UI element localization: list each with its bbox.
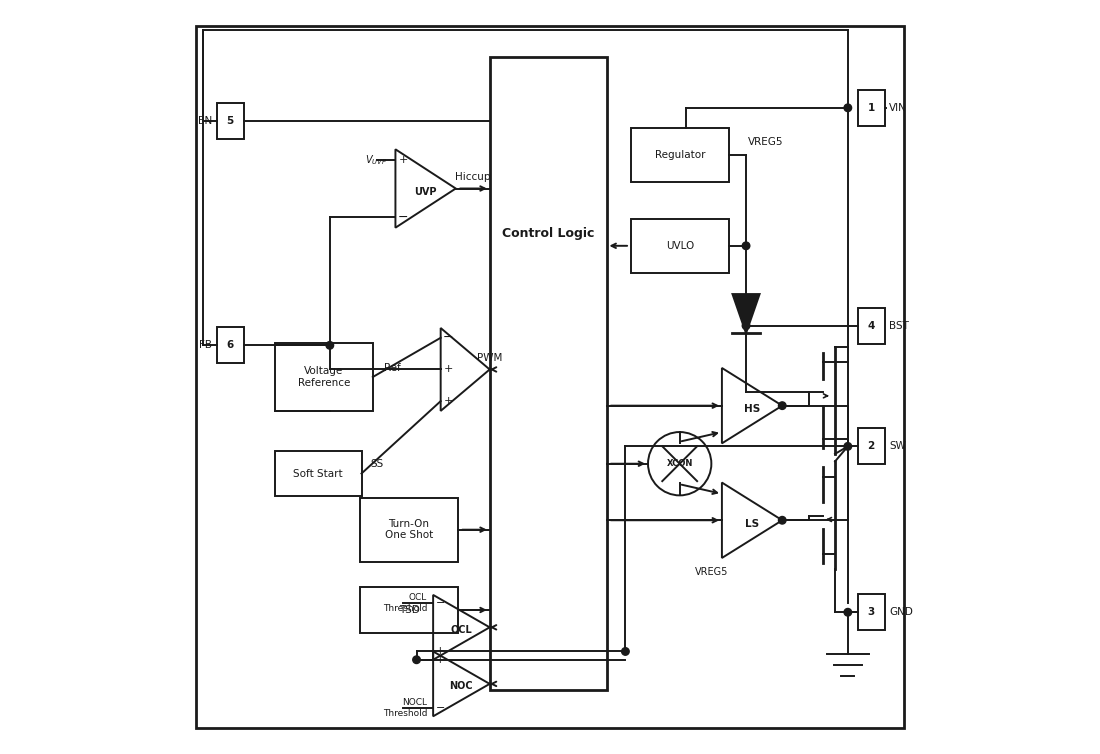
Text: 4: 4 (868, 320, 875, 331)
Text: +: + (398, 155, 408, 165)
Circle shape (779, 402, 786, 409)
Bar (217, 103, 244, 139)
Circle shape (412, 656, 420, 664)
Text: Voltage
Reference: Voltage Reference (298, 366, 350, 388)
Text: GND: GND (889, 607, 913, 618)
Text: FB: FB (199, 340, 212, 351)
Bar (858, 428, 884, 464)
Text: VIN: VIN (889, 103, 908, 113)
Text: UVP: UVP (415, 187, 437, 198)
Text: NOCL
Threshold: NOCL Threshold (383, 698, 427, 718)
Circle shape (844, 443, 851, 450)
Text: Hiccup: Hiccup (455, 172, 491, 182)
Circle shape (779, 516, 786, 524)
Text: Soft Start: Soft Start (294, 468, 343, 479)
Bar (858, 90, 884, 126)
Text: XCON: XCON (667, 459, 693, 468)
Bar (631, 128, 729, 182)
Text: Turn-On
One Shot: Turn-On One Shot (385, 519, 433, 541)
Circle shape (742, 242, 750, 250)
Text: −: − (443, 331, 453, 345)
Circle shape (844, 608, 851, 616)
Text: 6: 6 (227, 340, 234, 351)
Text: BST: BST (889, 320, 910, 331)
Circle shape (844, 104, 851, 112)
Bar (217, 327, 244, 363)
Text: LS: LS (745, 519, 759, 529)
Bar (275, 451, 362, 496)
Text: SS: SS (371, 459, 384, 470)
Text: OCL: OCL (451, 624, 472, 635)
Text: Ref: Ref (384, 363, 400, 373)
Bar (631, 219, 729, 273)
Text: +: + (437, 646, 446, 657)
Text: Regulator: Regulator (656, 150, 706, 161)
Text: UVLO: UVLO (667, 241, 694, 251)
Text: Control Logic: Control Logic (502, 228, 594, 241)
Text: 1: 1 (868, 103, 875, 113)
Circle shape (326, 342, 333, 349)
Bar (360, 498, 458, 562)
Text: −: − (436, 703, 446, 713)
Text: $V_{UVP}$: $V_{UVP}$ (365, 153, 388, 167)
Text: 3: 3 (868, 607, 875, 618)
Text: OCL
Threshold: OCL Threshold (383, 593, 427, 613)
Circle shape (621, 648, 629, 655)
Text: −: − (398, 210, 408, 224)
Text: VREG5: VREG5 (695, 566, 728, 577)
Text: VREG5: VREG5 (748, 136, 784, 147)
Text: +: + (443, 364, 453, 375)
Text: NOC: NOC (450, 681, 473, 691)
Text: HS: HS (744, 404, 760, 415)
Polygon shape (733, 294, 760, 333)
Bar (858, 594, 884, 630)
Text: +: + (437, 654, 446, 665)
Bar (360, 587, 458, 633)
Bar (858, 308, 884, 344)
Text: SW: SW (889, 441, 906, 452)
Circle shape (742, 322, 750, 329)
Text: PWM: PWM (477, 353, 503, 363)
Bar (275, 343, 373, 411)
Text: EN: EN (198, 115, 212, 126)
Text: 5: 5 (227, 115, 234, 126)
Text: −: − (436, 598, 446, 608)
Text: 2: 2 (868, 441, 875, 452)
Bar (490, 57, 606, 690)
Text: TSD: TSD (398, 605, 419, 615)
Text: +: + (443, 396, 453, 406)
